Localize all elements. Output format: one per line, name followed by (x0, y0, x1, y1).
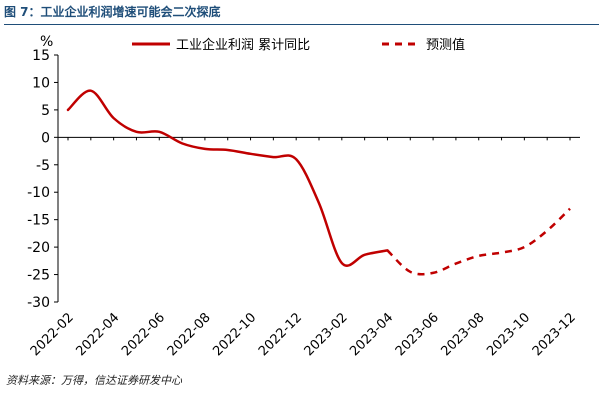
x-tick-label: 2023-02 (302, 310, 351, 359)
figure-title: 图 7：工业企业利润增速可能会二次探底 (4, 5, 221, 19)
title-divider (4, 24, 599, 25)
y-tick-label: 0 (41, 130, 50, 146)
x-tick-label: 2022-10 (210, 310, 259, 359)
x-tick-label: 2022-08 (165, 310, 214, 359)
y-tick-label: 5 (41, 103, 50, 119)
y-tick-label: 10 (32, 75, 50, 91)
y-tick-label: -30 (27, 295, 50, 311)
legend-label-forecast: 预测值 (426, 37, 465, 53)
y-tick-label: -25 (27, 268, 50, 284)
legend-label-actual: 工业企业利润 累计同比 (176, 37, 310, 53)
y-tick-label: -15 (27, 213, 50, 229)
source-note: 资料来源：万得，信达证券研发中心 (6, 374, 182, 387)
y-tick-label: -5 (36, 158, 50, 174)
legend: 工业企业利润 累计同比 预测值 (132, 37, 465, 53)
x-tick-label: 2023-08 (439, 310, 488, 359)
y-axis-unit-label: % (40, 34, 53, 50)
series-lines (66, 89, 571, 276)
x-tick-label: 2023-06 (393, 310, 442, 359)
series-line-forecast (386, 207, 571, 276)
axes: 151050-5-10-15-20-25-302022-022022-04202… (27, 48, 580, 359)
x-tick-label: 2023-12 (530, 310, 579, 359)
y-tick-label: -20 (27, 240, 50, 256)
x-tick-label: 2022-12 (256, 310, 305, 359)
x-tick-label: 2022-06 (119, 310, 168, 359)
x-tick-label: 2022-04 (73, 310, 122, 359)
series-line-actual (66, 89, 389, 267)
x-tick-label: 2023-10 (484, 310, 533, 359)
y-tick-label: -10 (27, 185, 50, 201)
x-tick-label: 2023-04 (347, 310, 396, 359)
x-tick-label: 2022-02 (28, 310, 77, 359)
y-tick-label: 15 (32, 48, 50, 64)
